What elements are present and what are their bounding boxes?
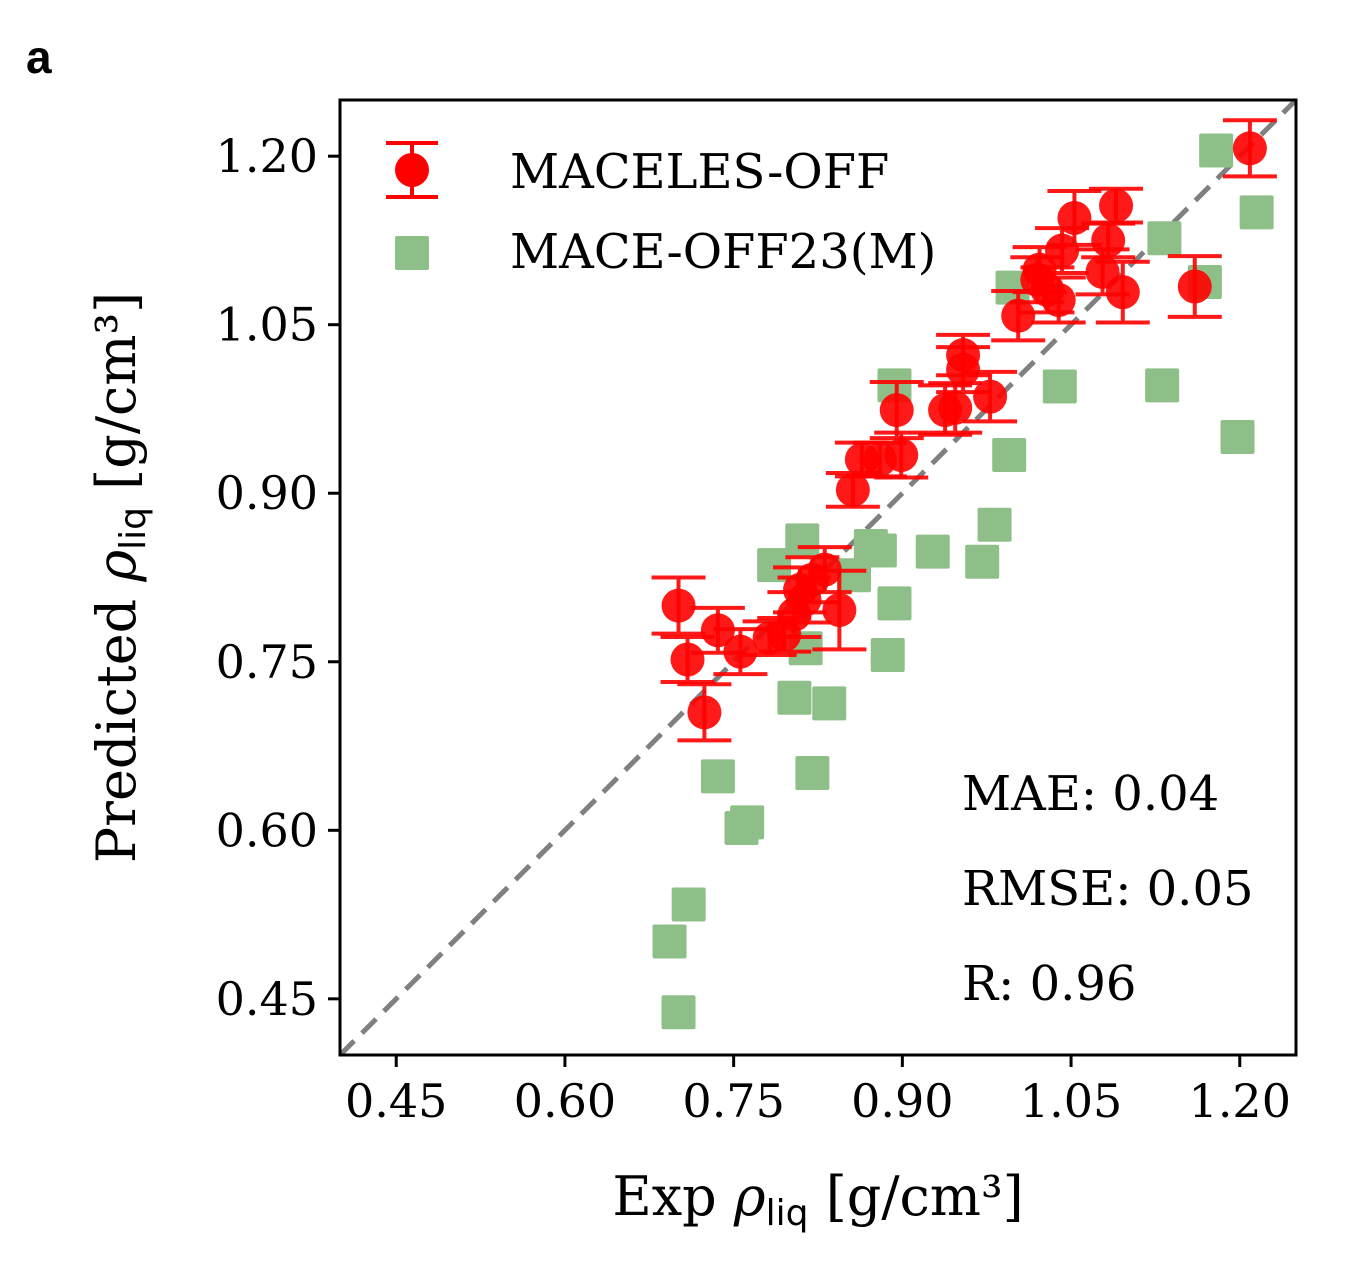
x-axis-label-sub: liq — [766, 1193, 809, 1234]
mace-off23-point — [836, 558, 871, 593]
mace-off23-point — [795, 755, 830, 790]
y-axis-label-sub: liq — [113, 507, 154, 550]
y-tick-label: 1.20 — [216, 129, 318, 183]
legend-label-mace-off23: MACE-OFF23(M) — [510, 224, 936, 280]
mace-off23-point — [652, 924, 687, 959]
y-tick-label: 1.05 — [216, 298, 318, 352]
metric-annotation: R: 0.96 — [962, 956, 1136, 1012]
mace-off23-point — [915, 534, 950, 569]
mace-off23-point — [853, 529, 888, 564]
maceles-off-point — [1001, 298, 1036, 333]
metric-annotation: RMSE: 0.05 — [962, 861, 1254, 917]
maceles-off-point — [879, 393, 914, 428]
x-tick-label: 1.05 — [1020, 1074, 1122, 1128]
mace-off23-point — [870, 638, 905, 673]
identity-line — [340, 100, 1296, 1055]
y-axis-label-symbol: ρ — [85, 550, 148, 583]
mace-off23-point — [661, 995, 696, 1030]
plot-area — [340, 100, 1296, 1055]
maceles-off-point — [844, 442, 879, 477]
maceles-off-point — [1020, 262, 1055, 297]
y-axis-label-prefix: Predicted — [85, 582, 148, 864]
mace-off23-point — [1145, 368, 1180, 403]
mace-off23-point — [1199, 133, 1234, 168]
mace-off23-point — [1220, 420, 1255, 455]
maceles-off-point — [835, 472, 870, 507]
mace-off23-point — [977, 507, 1012, 542]
legend-square-icon — [395, 236, 429, 270]
mace-off23-point — [1147, 221, 1182, 256]
mace-off23-point — [1239, 195, 1274, 230]
maceles-off-point — [1099, 188, 1134, 223]
x-tick-label: 1.20 — [1189, 1074, 1291, 1128]
mace-off23-point — [700, 759, 735, 794]
mace-off23-point — [812, 686, 847, 721]
panel-label: a — [26, 31, 52, 83]
y-axis-label: Predicted ρliq [g/cm³] — [85, 292, 154, 863]
maceles-off-point — [1091, 223, 1126, 258]
plot-frame — [338, 98, 1298, 1057]
maceles-off-point — [1177, 269, 1212, 304]
legend: MACELES-OFF MACE-OFF23(M) — [386, 141, 936, 280]
legend-circle-icon — [395, 153, 429, 187]
x-tick-label: 0.60 — [514, 1074, 616, 1128]
maceles-off-point — [946, 352, 981, 387]
x-tick-label: 0.45 — [345, 1074, 447, 1128]
y-tick-label: 0.60 — [216, 803, 318, 857]
maceles-off-point — [1232, 131, 1267, 166]
x-axis-label: Exp ρliq [g/cm³] — [612, 1165, 1023, 1234]
y-tick-label: 0.75 — [216, 635, 318, 689]
mace-off23-point — [992, 438, 1027, 473]
mace-off23-point — [724, 811, 759, 846]
x-tick-label: 0.90 — [851, 1074, 953, 1128]
x-axis-label-symbol: ρ — [733, 1165, 766, 1228]
maceles-off-point — [700, 613, 735, 648]
maceles-off-point — [752, 621, 787, 656]
maceles-off-point — [973, 379, 1008, 414]
metric-annotation: MAE: 0.04 — [962, 766, 1219, 822]
y-tick-label: 0.90 — [216, 466, 318, 520]
y-tick-label: 0.45 — [216, 972, 318, 1026]
x-tick-label: 0.75 — [682, 1074, 784, 1128]
maceles-off-point — [687, 695, 722, 730]
y-axis-label-suffix: [g/cm³] — [85, 292, 148, 507]
mace-off23-point — [965, 544, 1000, 579]
mace-off23-point — [671, 887, 706, 922]
mace-off23-point — [757, 548, 792, 583]
mace-off23-point — [1042, 369, 1077, 404]
legend-label-maceles: MACELES-OFF — [510, 144, 889, 200]
maceles-off-point — [661, 588, 696, 623]
x-axis-label-prefix: Exp — [612, 1165, 734, 1228]
mace-off23-point — [877, 368, 912, 403]
maceles-off-point — [938, 390, 973, 425]
maceles-off-point — [1085, 254, 1120, 289]
mace-off23-point — [877, 586, 912, 621]
maceles-off-point — [670, 642, 705, 677]
x-axis-label-suffix: [g/cm³] — [809, 1165, 1024, 1228]
mace-off23-point — [777, 680, 812, 715]
